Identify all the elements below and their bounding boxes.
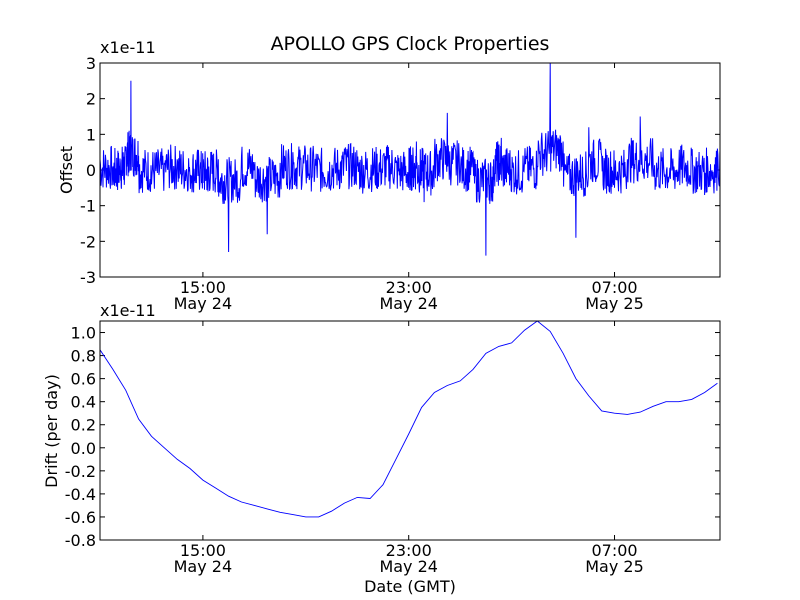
offset-series — [100, 63, 720, 256]
drift-y-tick-label: 1.0 — [71, 324, 96, 343]
offset-y-tick-label: 2 — [86, 90, 96, 109]
drift-plot: x1e-11 Drift (per day) -0.8 -0.6 -0.4 -0.2 0… — [42, 301, 721, 596]
offset-x-tick-date: May 24 — [379, 294, 438, 313]
offset-x-tick-time: 23:00 — [386, 278, 432, 297]
offset-scale-label: x1e-11 — [100, 38, 156, 57]
drift-series-line — [100, 321, 718, 518]
drift-y-tick-label: -0.4 — [65, 485, 96, 504]
drift-scale-label: x1e-11 — [100, 301, 156, 320]
chart-title: APOLLO GPS Clock Properties — [271, 33, 550, 55]
drift-y-tick-label: 0.8 — [71, 347, 96, 366]
offset-y-tick-label: -2 — [80, 232, 96, 251]
drift-y-tick-label: -0.8 — [65, 531, 96, 550]
offset-y-tick-label: -3 — [80, 268, 96, 287]
drift-series — [100, 321, 718, 518]
offset-y-tick-label: 1 — [86, 125, 96, 144]
drift-y-tick-label: 0.2 — [71, 416, 96, 435]
drift-x-tick-date: May 24 — [379, 557, 438, 576]
drift-y-tick-label: -0.2 — [65, 462, 96, 481]
offset-x-tick-date: May 25 — [585, 294, 644, 313]
offset-x-tick-date: May 24 — [174, 294, 233, 313]
drift-x-axis-label: Date (GMT) — [364, 577, 456, 596]
drift-y-tick-label: 0.4 — [71, 393, 96, 412]
drift-y-tick-label: -0.6 — [65, 508, 96, 527]
drift-axis-ticks: -0.8-0.6-0.4-0.20.00.20.40.60.81.015:00M… — [65, 321, 720, 576]
drift-x-tick-date: May 24 — [174, 557, 233, 576]
drift-y-tick-label: 0.6 — [71, 370, 96, 389]
drift-x-tick-date: May 25 — [585, 557, 644, 576]
offset-x-tick-time: 15:00 — [180, 278, 226, 297]
drift-x-tick-time: 07:00 — [591, 541, 637, 560]
drift-y-axis-label: Drift (per day) — [42, 374, 61, 488]
offset-series-line — [100, 63, 720, 256]
offset-y-tick-label: 0 — [86, 161, 96, 180]
offset-y-axis-label: Offset — [57, 146, 76, 194]
drift-x-tick-time: 15:00 — [180, 541, 226, 560]
drift-plot-frame — [99, 320, 721, 541]
offset-x-tick-time: 07:00 — [591, 278, 637, 297]
drift-x-tick-time: 23:00 — [386, 541, 432, 560]
drift-y-tick-label: 0.0 — [71, 439, 96, 458]
offset-plot-frame — [99, 62, 721, 278]
offset-y-tick-label: -1 — [80, 197, 96, 216]
offset-y-tick-label: 3 — [86, 54, 96, 73]
